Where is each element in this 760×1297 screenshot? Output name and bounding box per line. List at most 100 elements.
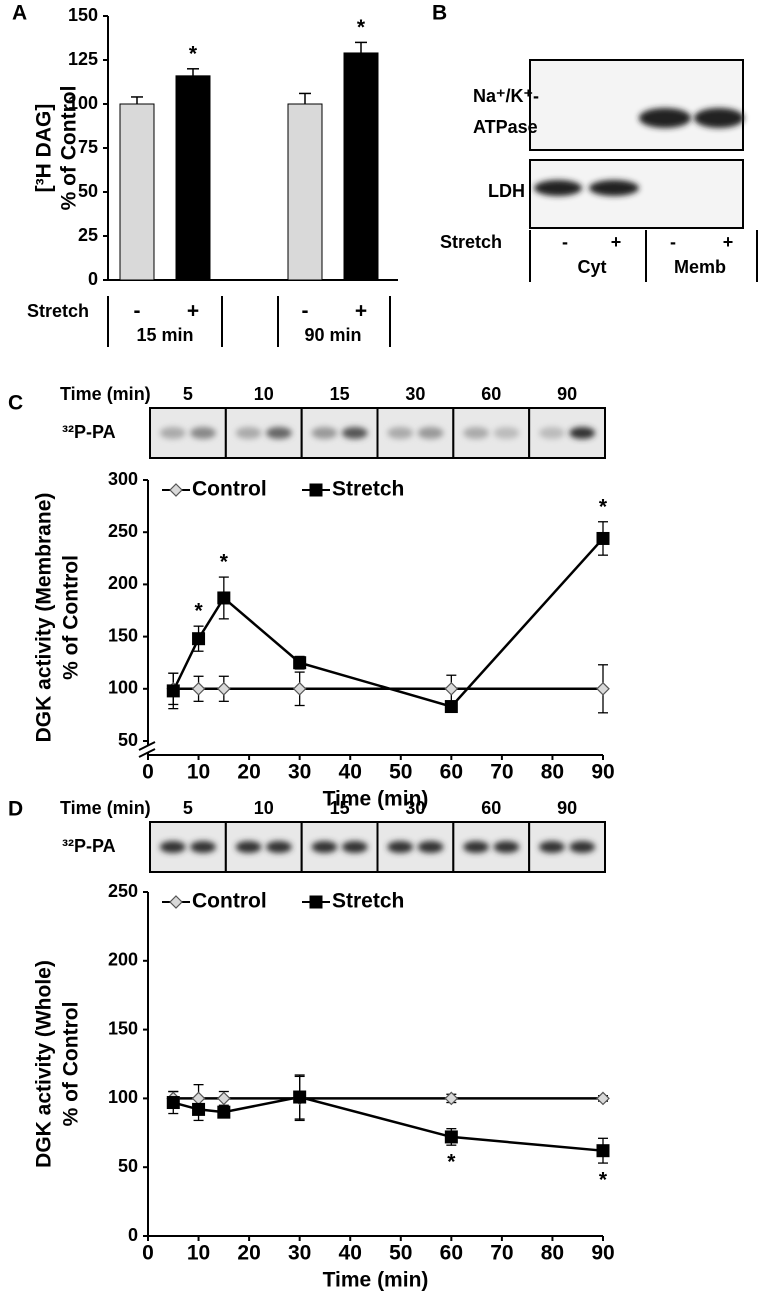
gel-band xyxy=(387,841,414,853)
x-tick-label: 50 xyxy=(389,761,412,784)
gel-band xyxy=(235,841,262,853)
gel-band xyxy=(311,427,338,439)
gel-band xyxy=(539,841,565,853)
gel-band xyxy=(190,427,216,439)
gel-heading: Time (min) xyxy=(60,798,151,818)
y-tick-label: 0 xyxy=(128,1225,138,1245)
gel-lane-label: 90 xyxy=(557,798,577,818)
marker xyxy=(166,1096,180,1110)
x-axis-label: Stretch xyxy=(27,301,89,321)
bar xyxy=(175,75,211,281)
y-tick-label: 25 xyxy=(78,225,98,245)
x-tick-label: 90 xyxy=(591,1242,614,1265)
gel-band xyxy=(159,427,186,439)
y-tick-label: 75 xyxy=(78,137,98,157)
marker xyxy=(192,1102,206,1116)
axis-break xyxy=(138,748,156,758)
y-tick-label: 125 xyxy=(68,49,98,69)
y-axis-label: [³H DAG] xyxy=(33,104,56,193)
x-tick-label: 60 xyxy=(440,1242,463,1265)
row-label: ATPase xyxy=(473,117,538,137)
legend-label: Control xyxy=(192,478,267,501)
gel-band xyxy=(493,427,520,439)
x-tick-label: 40 xyxy=(339,1242,362,1265)
gel-row-label: ³²P-PA xyxy=(62,422,116,442)
x-tick-label: 0 xyxy=(142,761,154,784)
marker xyxy=(596,531,610,545)
marker xyxy=(217,591,231,605)
gel-band xyxy=(569,841,596,853)
x-tick-label: 20 xyxy=(237,761,260,784)
y-tick-label: 150 xyxy=(68,5,98,25)
gel-lane-label: 10 xyxy=(254,384,274,404)
group-label: Cyt xyxy=(577,257,606,277)
gel-band xyxy=(417,841,444,853)
y-tick-label: 50 xyxy=(78,181,98,201)
y-tick-label: 50 xyxy=(118,730,138,750)
x-tick-label: - xyxy=(134,300,141,323)
x-tick-label: 0 xyxy=(142,1242,154,1265)
panel-letter: A xyxy=(12,2,27,25)
lane-label: - xyxy=(670,232,676,252)
y-axis-label: % of Control xyxy=(60,555,83,680)
legend-label: Stretch xyxy=(332,478,404,501)
gel-band xyxy=(235,427,262,439)
y-axis-label: % of Control xyxy=(58,86,81,211)
x-tick-label: 60 xyxy=(440,761,463,784)
legend-label: Stretch xyxy=(332,890,404,913)
annotation: * xyxy=(599,495,608,518)
series-line xyxy=(172,1095,604,1152)
marker xyxy=(292,681,307,696)
gel-band xyxy=(266,841,292,853)
marker xyxy=(216,1091,231,1106)
gel-band xyxy=(159,841,186,853)
gel-band xyxy=(266,427,292,439)
gel-lane-label: 60 xyxy=(481,384,501,404)
y-tick-label: 200 xyxy=(108,573,138,593)
marker xyxy=(444,1130,458,1144)
annotation: * xyxy=(220,551,229,574)
gel-lane-label: 15 xyxy=(330,798,350,818)
legend-label: Control xyxy=(192,890,267,913)
lane-label: - xyxy=(562,232,568,252)
marker xyxy=(596,681,610,696)
blot-box xyxy=(529,59,744,151)
gel-heading: Time (min) xyxy=(60,384,151,404)
gel-lane-label: 15 xyxy=(330,384,350,404)
y-tick-label: 150 xyxy=(108,1018,138,1038)
gel-band xyxy=(190,841,216,853)
x-tick-label: 20 xyxy=(237,1242,260,1265)
panel-letter: D xyxy=(8,798,23,821)
group-label: Memb xyxy=(674,257,726,277)
x-tick-label: 50 xyxy=(389,1242,412,1265)
y-axis-label: DGK activity (Whole) xyxy=(33,960,56,1168)
x-tick-label: 10 xyxy=(187,761,210,784)
marker xyxy=(217,1105,231,1119)
row-label: LDH xyxy=(488,181,525,201)
x-tick-label: 10 xyxy=(187,1242,210,1265)
x-tick-label: + xyxy=(187,300,199,323)
x-tick-label: 70 xyxy=(490,1242,513,1265)
legend-marker xyxy=(309,483,323,497)
gel-lane-label: 30 xyxy=(405,798,425,818)
bar xyxy=(343,52,379,281)
marker xyxy=(192,632,206,646)
marker xyxy=(191,1091,206,1106)
y-tick-label: 0 xyxy=(88,269,98,289)
legend-marker xyxy=(169,483,183,497)
gel-row-label: ³²P-PA xyxy=(62,836,116,856)
gel-band xyxy=(341,841,368,853)
bar xyxy=(119,103,155,281)
gel-band xyxy=(493,841,520,853)
panel-letter: B xyxy=(432,2,447,25)
gel-band xyxy=(341,427,368,439)
gel-lane-label: 5 xyxy=(183,384,193,404)
x-tick-label: 80 xyxy=(541,1242,564,1265)
y-tick-label: 150 xyxy=(108,625,138,645)
y-tick-label: 100 xyxy=(108,1087,138,1107)
y-tick-label: 300 xyxy=(108,469,138,489)
legend-marker xyxy=(169,895,183,909)
gel-band xyxy=(539,427,565,439)
legend-marker xyxy=(309,895,323,909)
y-tick-label: 250 xyxy=(108,881,138,901)
